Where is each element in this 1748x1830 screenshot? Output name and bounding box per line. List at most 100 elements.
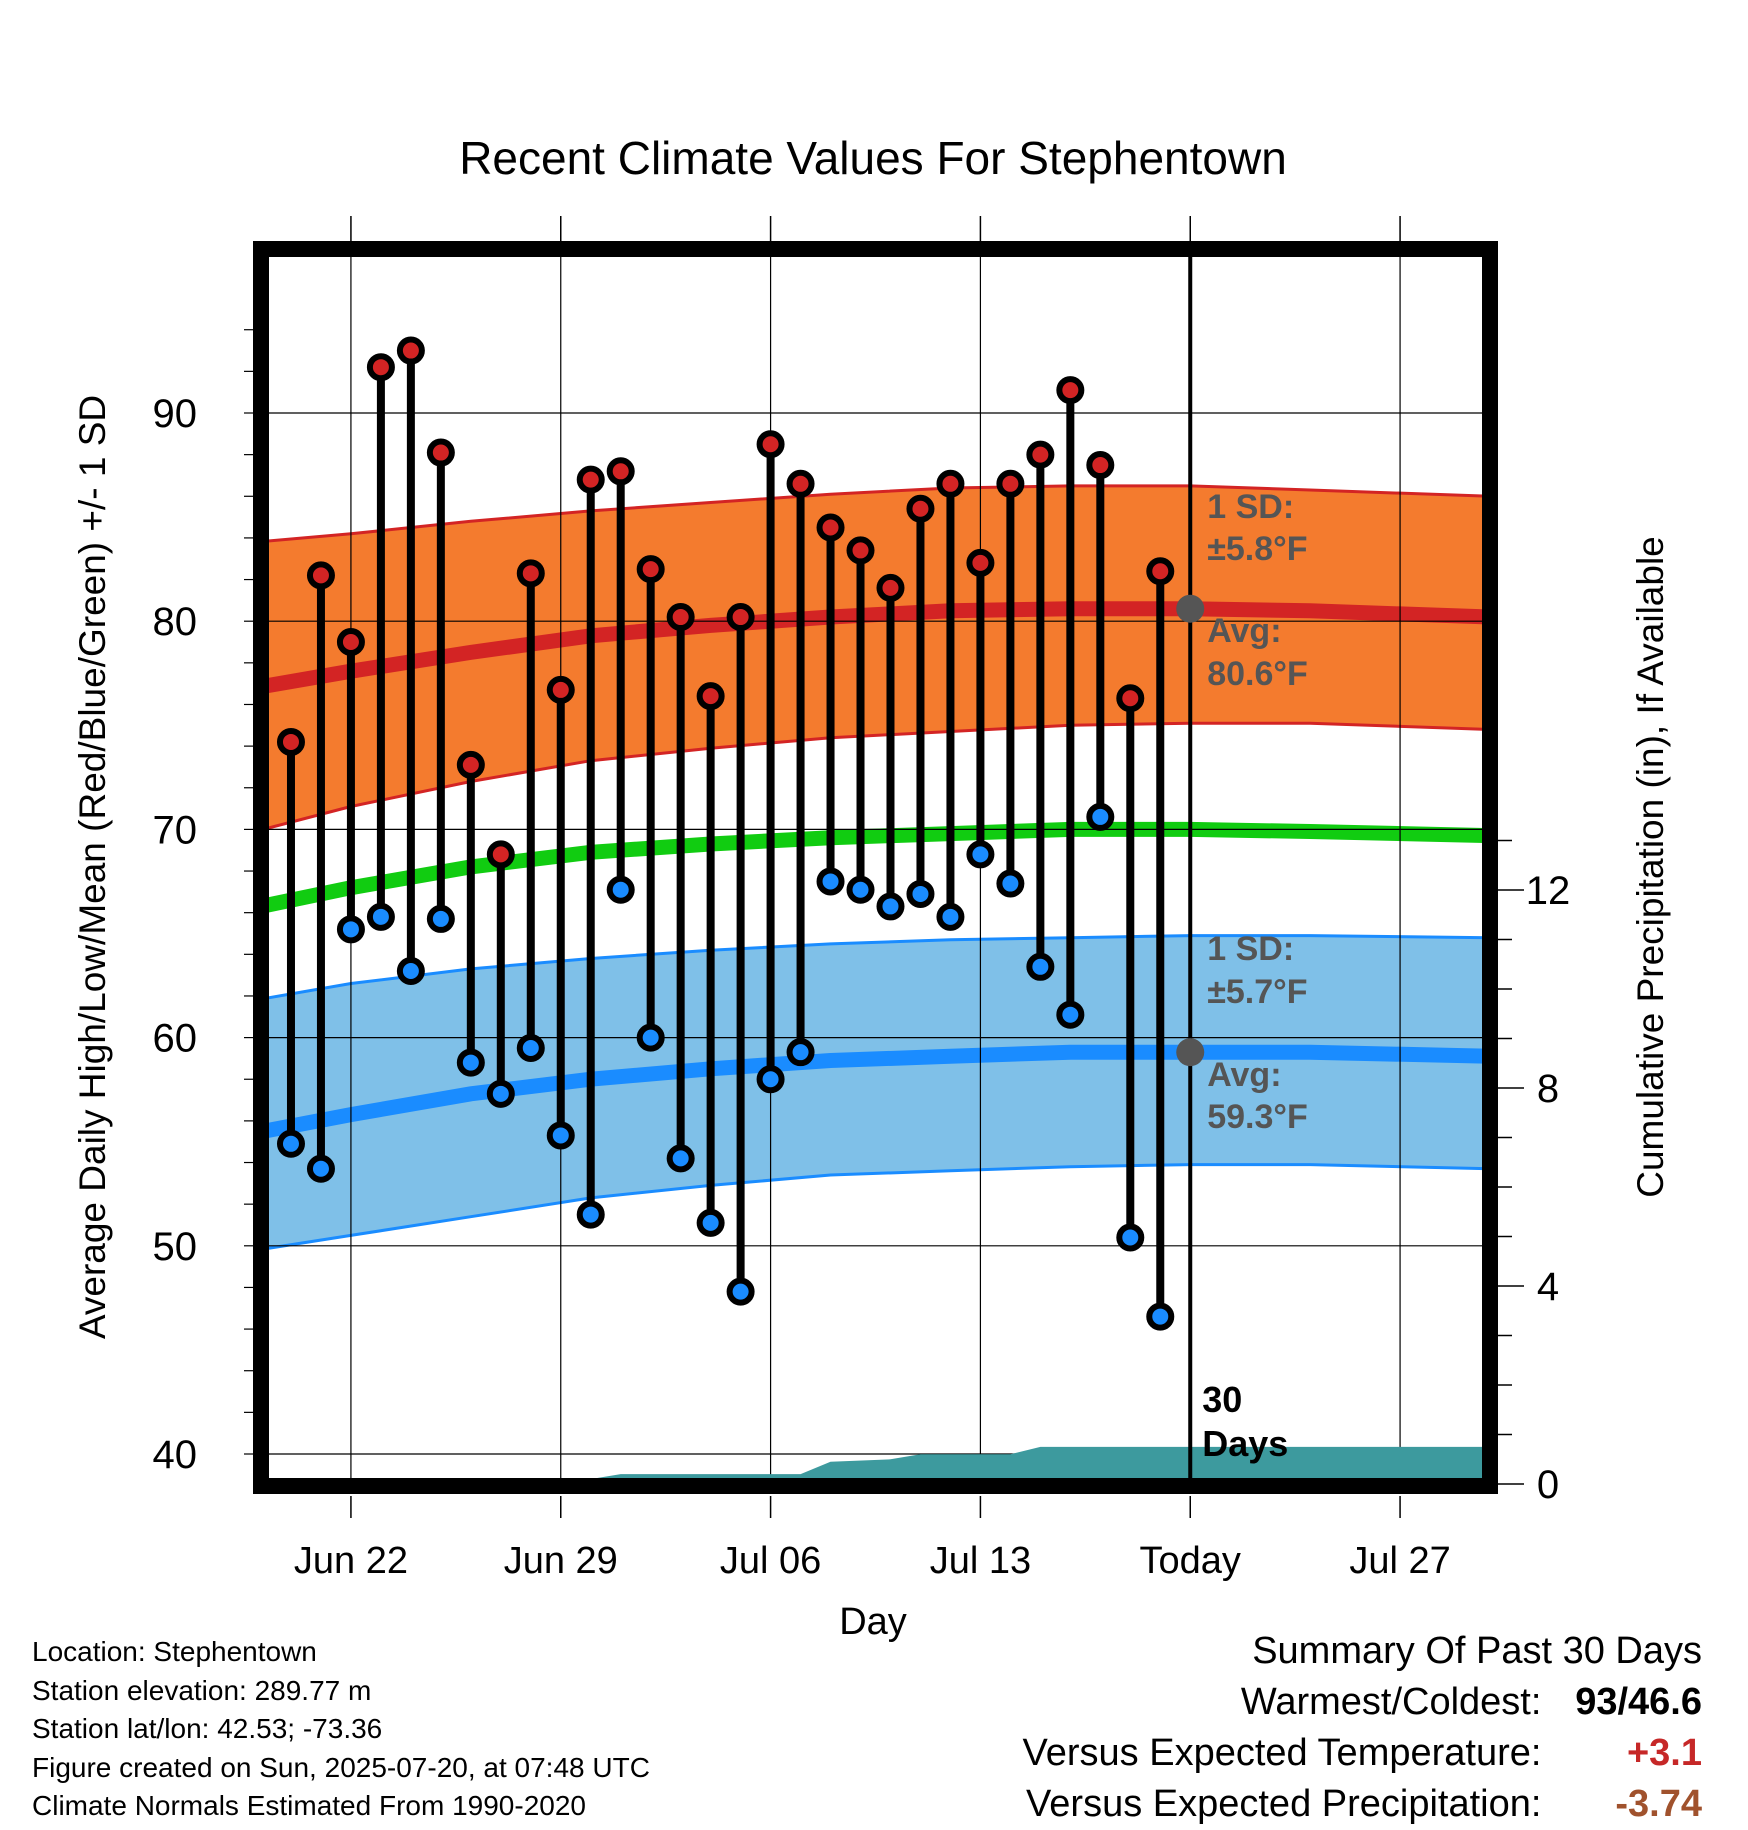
y2-axis-label: Cumulative Precipitation (in), If Availa… [1630, 536, 1671, 1198]
daily-high-point [516, 559, 545, 588]
y-tick-label: 80 [153, 600, 198, 644]
daily-high-point [336, 628, 365, 657]
x-tick-label: Jul 13 [930, 1540, 1031, 1582]
plot-frame [253, 241, 1498, 1494]
daily-low-point [366, 902, 395, 931]
x-tick-label: Jul 27 [1349, 1540, 1450, 1582]
daily-high-point [546, 675, 575, 704]
daily-high-point [576, 465, 605, 494]
daily-low-point [456, 1048, 485, 1077]
x-tick-label: Today [1140, 1540, 1241, 1582]
precipitation-label: Versus Expected Precipitation: [1026, 1783, 1542, 1825]
daily-high-point [696, 682, 725, 711]
y2-tick-label: 0 [1537, 1463, 1559, 1507]
daily-low-point [936, 902, 965, 931]
precipitation-anomaly-value: -3.74 [1615, 1783, 1702, 1825]
daily-low-point [486, 1079, 515, 1108]
daily-high-point [606, 457, 635, 486]
daily-high-point [1056, 376, 1085, 405]
y-tick-label: 90 [153, 392, 198, 436]
station-info: Location: Stephentown Station elevation:… [32, 1633, 650, 1826]
daily-low-point [726, 1277, 755, 1306]
coldest-value: 46.6 [1628, 1681, 1702, 1723]
low-avg-value: 59.3°F [1207, 1098, 1308, 1136]
low-sd-band-upper-edge [261, 934, 1490, 1001]
low-sd-band [261, 935, 1490, 1250]
info-location: Location: Stephentown [32, 1636, 317, 1667]
daily-high-point [966, 548, 995, 577]
high-avg-label: Avg: [1207, 612, 1281, 650]
y2-tick-label: 4 [1537, 1265, 1559, 1309]
daily-low-point [756, 1065, 785, 1094]
daily-low-point [846, 875, 875, 904]
high-avg-value: 80.6°F [1207, 655, 1308, 693]
y2-tick-label: 8 [1537, 1067, 1559, 1111]
high-sd-band [261, 485, 1490, 830]
daily-low-point [1026, 952, 1055, 981]
daily-low-point [306, 1154, 335, 1183]
daily-high-point [636, 555, 665, 584]
y-tick-label: 40 [153, 1433, 198, 1477]
chart-title: Recent Climate Values For Stephentown [459, 132, 1287, 184]
warmest-coldest-value: 93/46.6 [1552, 1677, 1702, 1728]
daily-low-point [906, 879, 935, 908]
daily-high-point [1086, 451, 1115, 480]
daily-high-point [456, 750, 485, 779]
temperature-anomaly-value: +3.1 [1626, 1732, 1702, 1774]
daily-high-point [426, 438, 455, 467]
daily-high-point [306, 561, 335, 590]
daily-high-point [756, 430, 785, 459]
daily-low-point [276, 1129, 305, 1158]
daily-high-point [1026, 440, 1055, 469]
daily-low-point [786, 1038, 815, 1067]
y2-tick-label: 12 [1526, 869, 1571, 913]
x-tick-label: Jul 06 [720, 1540, 821, 1582]
daily-low-point [396, 956, 425, 985]
daily-low-point [876, 892, 905, 921]
summary-warmest-coldest: Warmest/Coldest: 93/46.6 [1023, 1677, 1702, 1728]
window-label-unit: Days [1202, 1423, 1288, 1464]
daily-high-point [726, 603, 755, 632]
daily-low-point [816, 867, 845, 896]
low-avg-label: Avg: [1207, 1056, 1281, 1094]
y-axis-label: Average Daily High/Low/Mean (Red/Blue/Gr… [72, 395, 113, 1339]
y-tick-label: 50 [153, 1225, 198, 1269]
warmest-coldest-label: Warmest/Coldest: [1240, 1681, 1542, 1723]
warmest-coldest-separator: / [1617, 1681, 1629, 1723]
daily-high-point [396, 336, 425, 365]
daily-low-point [1086, 802, 1115, 831]
summary-precipitation: Versus Expected Precipitation: -3.74 [1023, 1779, 1702, 1830]
low-normal-line [261, 1044, 1490, 1140]
info-created: Figure created on Sun, 2025-07-20, at 07… [32, 1751, 650, 1783]
daily-high-point [1146, 557, 1175, 586]
y-tick-label: 70 [153, 808, 198, 852]
y-tick-label: 60 [153, 1017, 198, 1061]
daily-high-point [1116, 684, 1145, 713]
daily-low-point [606, 875, 635, 904]
daily-low-point [966, 840, 995, 869]
daily-high-point [846, 536, 875, 565]
info-normals-period: Climate Normals Estimated From 1990-2020 [32, 1790, 586, 1821]
low-sd-value: ±5.7°F [1207, 973, 1307, 1011]
daily-low-point [696, 1208, 725, 1237]
high-sd-band-upper-edge [261, 484, 1490, 544]
x-tick-label: Jun 22 [294, 1540, 408, 1582]
daily-high-point [786, 469, 815, 498]
daily-low-point [1056, 1000, 1085, 1029]
daily-high-point [996, 469, 1025, 498]
daily-high-point [816, 513, 845, 542]
daily-low-point [996, 869, 1025, 898]
low-sd-label: 1 SD: [1207, 930, 1294, 968]
daily-low-point [636, 1023, 665, 1052]
low-sd-band-lower-edge [261, 1163, 1490, 1251]
high-sd-label: 1 SD: [1207, 488, 1294, 526]
warmest-value: 93 [1575, 1681, 1618, 1723]
high-sd-value: ±5.8°F [1207, 530, 1307, 568]
x-axis-label: Day [839, 1601, 907, 1643]
window-label-number: 30 [1202, 1379, 1242, 1420]
summary-temperature: Versus Expected Temperature: +3.1 [1023, 1728, 1702, 1779]
x-tick-label: Jun 29 [504, 1540, 618, 1582]
precipitation-area [261, 1446, 1490, 1486]
daily-high-point [276, 727, 305, 756]
daily-low-point [1116, 1223, 1145, 1252]
